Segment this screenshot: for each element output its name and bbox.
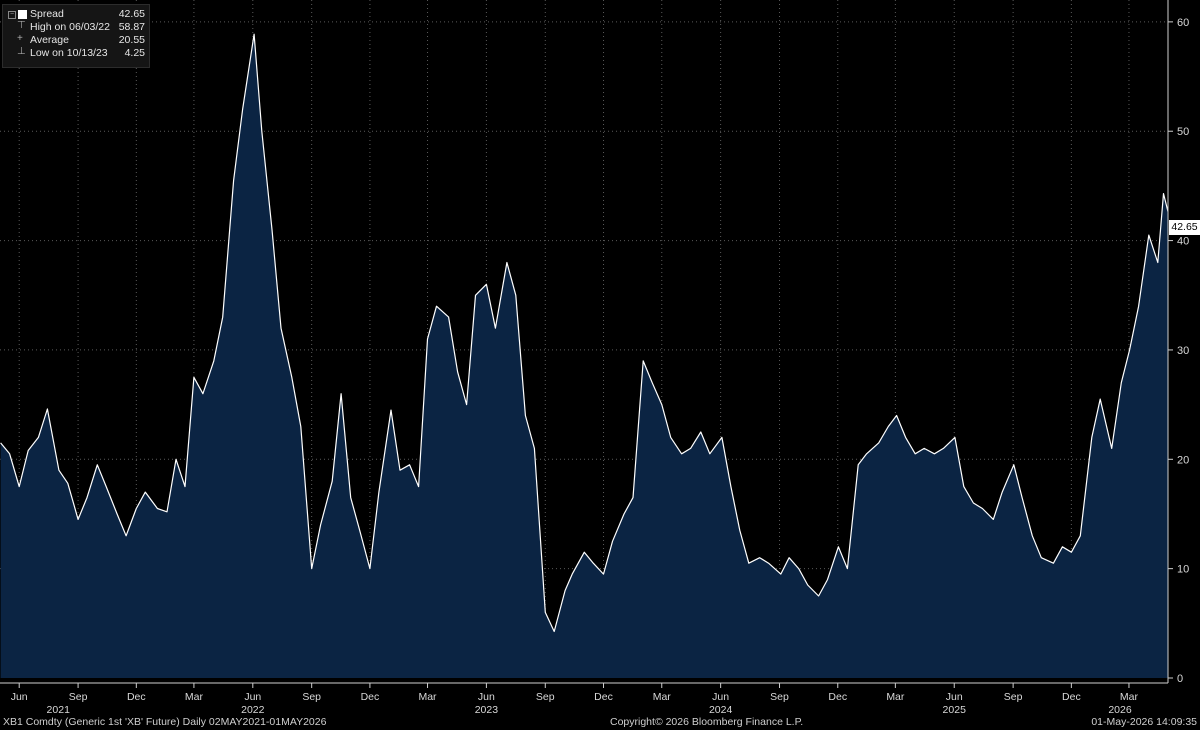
spread-line <box>0 33 1169 633</box>
y-axis: 0 10 20 30 40 50 60 <box>1167 0 1189 685</box>
legend-average: + Average 20.55 <box>8 33 145 47</box>
y-tick-label: 50 <box>1177 126 1189 138</box>
x-tick-label: Mar <box>886 691 905 703</box>
x-tick-label: Dec <box>127 691 146 703</box>
plot-area <box>0 33 1169 678</box>
legend-low-label: Low on 10/13/23 <box>30 47 108 59</box>
legend-series-value: 42.65 <box>118 8 145 20</box>
x-tick-label: Sep <box>1004 691 1023 703</box>
high-marker-icon: ⊤ <box>17 20 26 31</box>
footer-copyright: Copyright© 2026 Bloomberg Finance L.P. <box>610 716 804 728</box>
y-tick-label: 40 <box>1177 236 1189 248</box>
y-tick-label: 10 <box>1177 564 1189 576</box>
legend-box[interactable]: − Spread 42.65 ⊤ High on 06/03/22 58.87 … <box>2 4 150 68</box>
legend-average-value: 20.55 <box>118 34 145 46</box>
x-tick-label: Sep <box>536 691 555 703</box>
x-tick-label: Sep <box>69 691 88 703</box>
year-label: 2025 <box>943 704 967 716</box>
low-marker-icon: ⊥ <box>17 46 26 57</box>
y-tick-label: 0 <box>1177 673 1183 685</box>
footer-bar: XB1 Comdty (Generic 1st 'XB' Future) Dai… <box>0 714 1200 730</box>
x-tick-label: Mar <box>653 691 672 703</box>
spread-area-fill <box>0 34 1169 678</box>
x-tick-label: Jun <box>244 691 261 703</box>
x-tick-label: Sep <box>770 691 789 703</box>
average-marker-icon: + <box>17 33 23 44</box>
year-label: 2026 <box>1108 704 1132 716</box>
x-tick-label: Jun <box>11 691 28 703</box>
year-label: 2021 <box>47 704 71 716</box>
y-tick-label: 20 <box>1177 454 1189 466</box>
x-tick-label: Mar <box>1120 691 1139 703</box>
y-tick-label: 60 <box>1177 17 1189 29</box>
legend-average-label: Average <box>30 34 69 46</box>
year-label: 2022 <box>241 704 265 716</box>
x-tick-label: Dec <box>594 691 613 703</box>
collapse-icon[interactable]: − <box>8 11 16 19</box>
x-tick-label: Mar <box>185 691 204 703</box>
legend-high: ⊤ High on 06/03/22 58.87 <box>8 20 145 34</box>
legend-low-value: 4.25 <box>124 47 145 59</box>
year-label: 2024 <box>709 704 733 716</box>
x-tick-label: Sep <box>302 691 321 703</box>
footer-timestamp: 01-May-2026 14:09:35 <box>1091 716 1197 728</box>
x-axis: Jun Sep Dec Mar Jun Sep Dec Mar Jun Sep Dec Mar Jun S… <box>0 682 1168 716</box>
legend-low: ⊥ Low on 10/13/23 4.25 <box>8 46 145 60</box>
x-tick-label: Jun <box>712 691 729 703</box>
y-tick-label: 30 <box>1177 345 1189 357</box>
legend-series-label: Spread <box>30 8 64 20</box>
x-tick-label: Dec <box>828 691 847 703</box>
x-tick-label: Dec <box>1062 691 1081 703</box>
series-swatch-icon <box>18 10 27 19</box>
x-tick-label: Jun <box>946 691 963 703</box>
legend-high-label: High on 06/03/22 <box>30 21 110 33</box>
last-value-badge: 42.65 <box>1169 220 1200 235</box>
x-tick-label: Mar <box>418 691 437 703</box>
x-tick-label: Jun <box>478 691 495 703</box>
legend-high-value: 58.87 <box>118 21 145 33</box>
legend-series: − Spread 42.65 <box>8 8 145 21</box>
x-tick-label: Dec <box>361 691 380 703</box>
year-label: 2023 <box>475 704 499 716</box>
footer-ticker-description: XB1 Comdty (Generic 1st 'XB' Future) Dai… <box>3 716 327 728</box>
